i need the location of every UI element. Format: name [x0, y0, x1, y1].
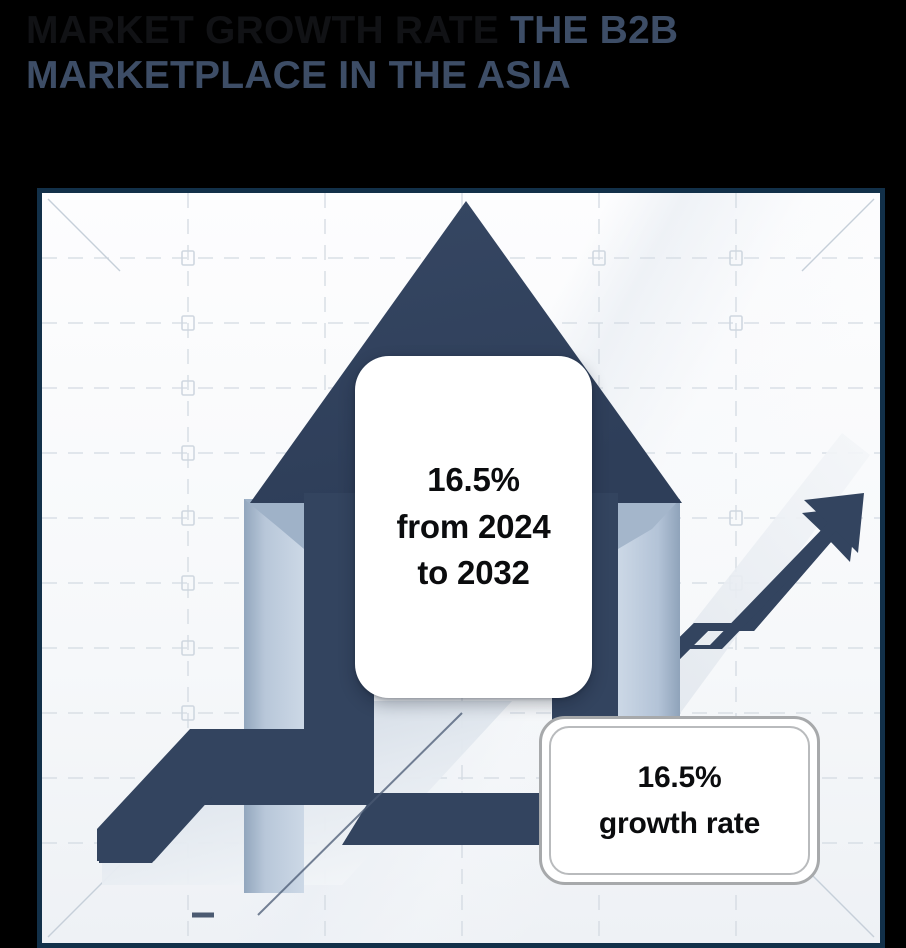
- page-title: MARKET GROWTH RATE THE B2B MARKETPLACE I…: [26, 8, 886, 98]
- arrow-left-flange: [244, 499, 304, 893]
- arrow-right-flange-bevel: [618, 499, 680, 549]
- page-title-blue-text-2: MARKETPLACE IN THE ASIA: [26, 54, 571, 98]
- infographic-canvas: 16.5% from 2024 to 2032 16.5% growth rat…: [42, 193, 880, 943]
- rising-arrow-shadow: [622, 433, 870, 738]
- growth-rate-callout-inner: 16.5% growth rate: [549, 726, 810, 875]
- growth-rate-callout: 16.5% growth rate: [539, 716, 820, 885]
- primary-stat-period-to: to 2032: [417, 554, 530, 592]
- page-title-line-1: MARKET GROWTH RATE THE B2B: [26, 8, 886, 53]
- arrow-left-flange-bevel: [244, 499, 304, 549]
- primary-stat-period-from: from 2024: [396, 507, 551, 545]
- growth-rate-label: growth rate: [598, 806, 761, 840]
- growth-rate-value: 16.5%: [637, 760, 722, 794]
- infographic-panel: 16.5% from 2024 to 2032 16.5% growth rat…: [37, 188, 885, 948]
- growth-rate-callout-text: 16.5% growth rate: [599, 755, 760, 846]
- lower-left-band: [97, 713, 374, 861]
- primary-stat-text: 16.5% from 2024 to 2032: [396, 457, 550, 598]
- page-title-dark-text: MARKET GROWTH RATE: [26, 9, 499, 52]
- page-title-blue-text-1: THE B2B: [510, 9, 679, 52]
- primary-stat-card: 16.5% from 2024 to 2032: [355, 356, 592, 698]
- primary-stat-value: 16.5%: [427, 460, 520, 498]
